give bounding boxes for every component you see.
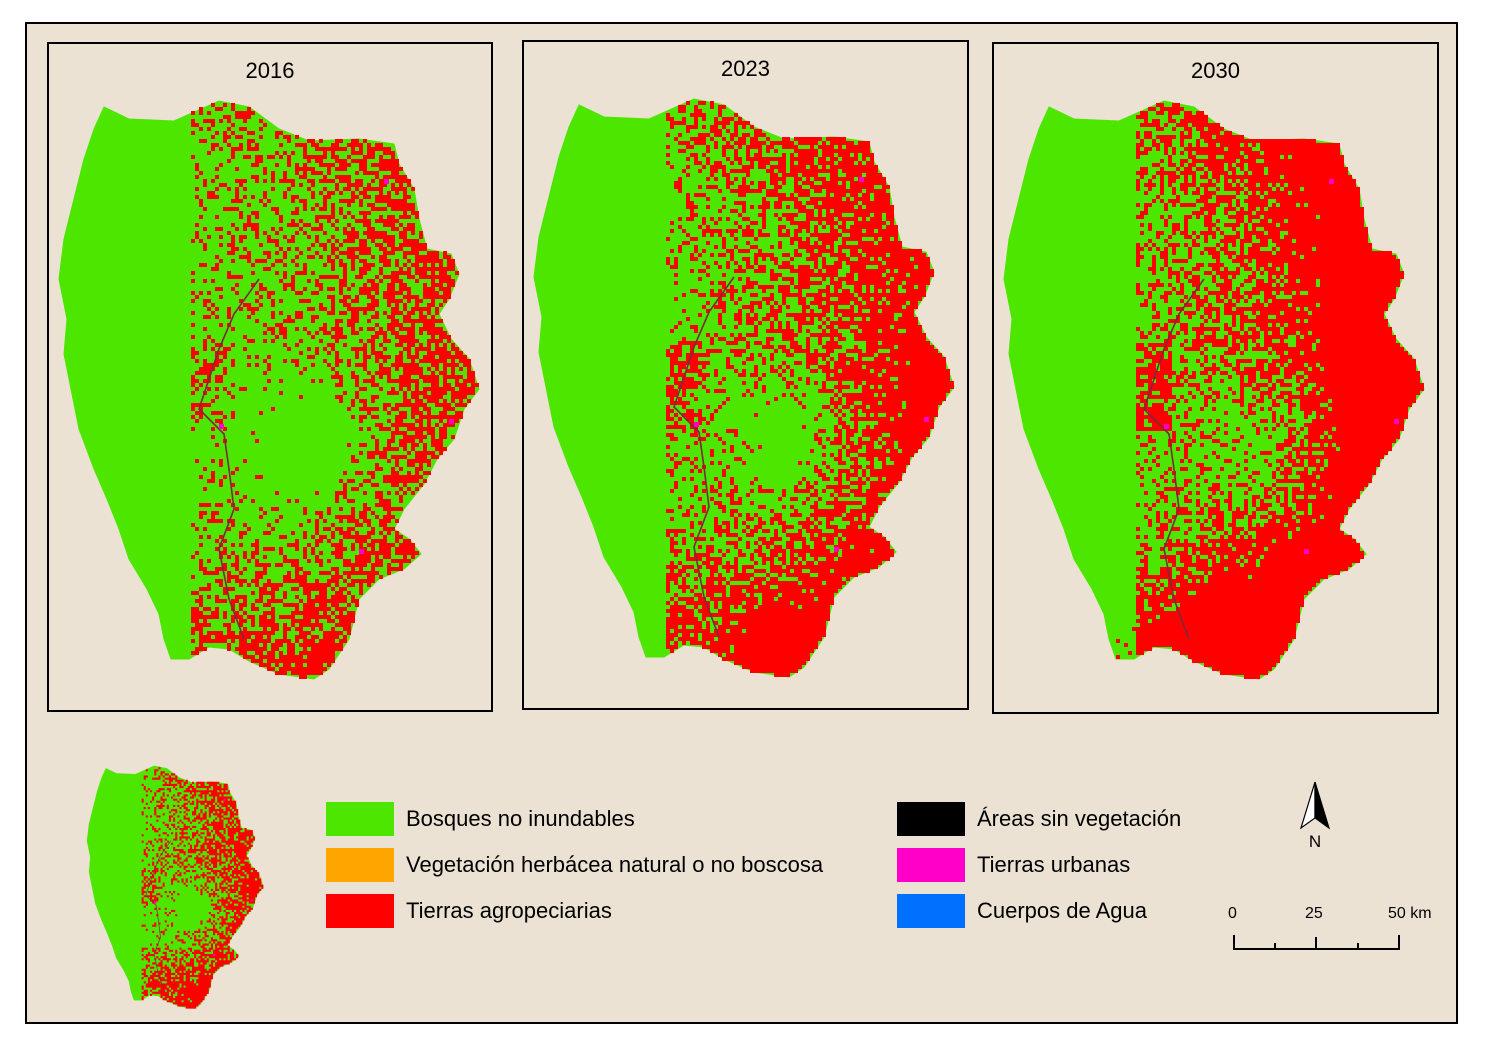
urban-area bbox=[859, 177, 864, 182]
legend-item-urban: Tierras urbanas bbox=[897, 848, 1130, 882]
legend-swatch bbox=[326, 848, 394, 882]
map-frame-2023: 2023 bbox=[522, 40, 969, 710]
legend-swatch bbox=[326, 894, 394, 928]
legend-swatch bbox=[897, 802, 965, 836]
land-cover-map bbox=[533, 98, 955, 678]
map-frame-2016: 2016 bbox=[47, 42, 493, 712]
map-frame-2030: 2030 bbox=[992, 42, 1439, 714]
urban-area bbox=[449, 419, 454, 424]
urban-area bbox=[384, 179, 389, 184]
legend-item-herbaceous: Vegetación herbácea natural o no boscosa bbox=[326, 848, 823, 882]
urban-area bbox=[213, 954, 216, 957]
urban-area bbox=[1329, 179, 1334, 184]
map-sheet: 2016 2023 2030 Bosques no inundables Veg… bbox=[25, 22, 1458, 1024]
legend-label: Tierras urbanas bbox=[977, 852, 1131, 877]
agricultural-land bbox=[141, 767, 264, 1009]
urban-area bbox=[694, 422, 699, 427]
map-year-label: 2023 bbox=[721, 56, 770, 81]
urban-area bbox=[219, 424, 224, 429]
legend-swatch bbox=[326, 802, 394, 836]
scale-label-25: 25 bbox=[1305, 905, 1323, 922]
legend-swatch bbox=[897, 848, 965, 882]
urban-area bbox=[1304, 549, 1309, 554]
urban-area bbox=[359, 549, 364, 554]
scale-label-50: 50 km bbox=[1388, 905, 1432, 922]
north-arrow-icon bbox=[1299, 781, 1331, 830]
scale-label-0: 0 bbox=[1228, 905, 1237, 922]
urban-area bbox=[834, 547, 839, 552]
north-letter: N bbox=[1308, 832, 1322, 851]
legend-item-agricultural: Tierras agropeciarias bbox=[326, 894, 612, 928]
river bbox=[198, 278, 260, 640]
urban-area bbox=[250, 899, 253, 902]
urban-area bbox=[154, 901, 157, 904]
agricultural-land bbox=[191, 103, 479, 679]
scale-bar-graphic bbox=[1233, 935, 1400, 950]
legend-swatch bbox=[897, 894, 965, 928]
north-arrow: N bbox=[1295, 780, 1335, 852]
inset-map bbox=[86, 765, 264, 1009]
legend-label: Vegetación herbácea natural o no boscosa bbox=[406, 852, 824, 877]
urban-area bbox=[924, 417, 929, 422]
urban-area bbox=[1394, 419, 1399, 424]
land-cover-map bbox=[58, 100, 480, 680]
river bbox=[673, 276, 735, 638]
legend-label: Cuerpos de Agua bbox=[977, 898, 1148, 923]
legend-label: Tierras agropeciarias bbox=[406, 898, 612, 923]
legend-item-forest: Bosques no inundables bbox=[326, 802, 635, 836]
agricultural-land bbox=[1116, 103, 1424, 679]
river bbox=[1143, 278, 1205, 640]
legend-item-bare: Áreas sin vegetación bbox=[897, 802, 1181, 836]
legend-item-water: Cuerpos de Agua bbox=[897, 894, 1147, 928]
land-cover-map bbox=[1003, 100, 1425, 680]
legend-label: Áreas sin vegetación bbox=[977, 806, 1182, 831]
legend-label: Bosques no inundables bbox=[406, 806, 635, 831]
urban-area bbox=[1164, 424, 1169, 429]
scale-bar: 0 25 50 km bbox=[1220, 905, 1450, 955]
agricultural-land bbox=[666, 101, 954, 677]
map-year-label: 2016 bbox=[245, 58, 295, 83]
map-year-label: 2030 bbox=[1191, 58, 1240, 83]
urban-area bbox=[223, 798, 226, 801]
river bbox=[145, 840, 172, 992]
